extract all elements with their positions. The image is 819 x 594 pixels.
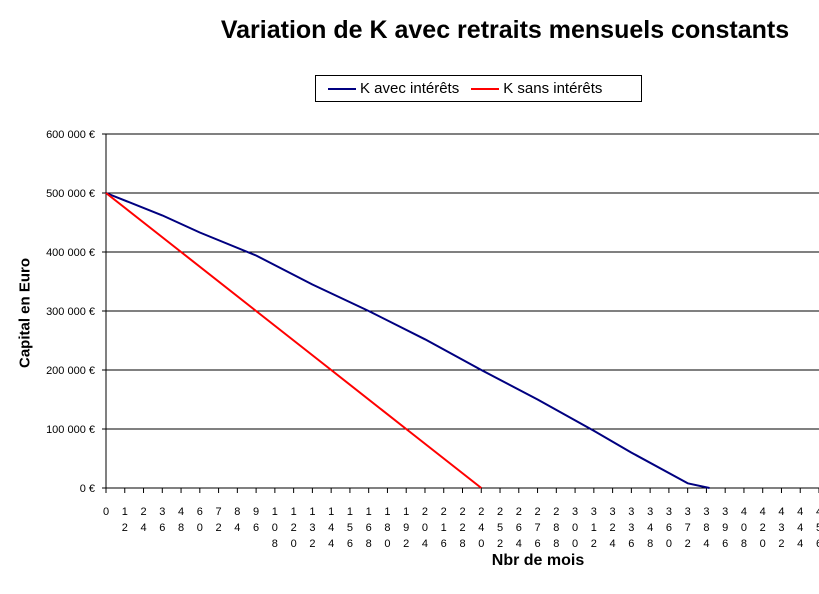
y-tick-label: 500 000 €	[46, 188, 95, 200]
y-tick-label: 200 000 €	[46, 365, 95, 377]
x-axis-label: Nbr de mois	[491, 552, 585, 569]
legend-swatch-sans	[471, 87, 500, 90]
legend-item-avec: K avec intérêts	[328, 80, 459, 97]
legend-label-avec: K avec intérêts	[360, 80, 460, 97]
y-tick-label: 100 000 €	[46, 424, 95, 436]
x-tick-label: 456	[816, 506, 819, 550]
legend: K avec intérêts K sans intérêts	[315, 75, 642, 102]
x-tick-label: 0	[103, 506, 109, 518]
series-line-avec-interets	[105, 192, 710, 489]
y-tick-label: 300 000 €	[46, 306, 95, 318]
legend-swatch-avec	[328, 87, 356, 90]
legend-label-sans: K sans intérêts	[503, 80, 603, 97]
y-tick-label: 600 000 €	[46, 129, 95, 141]
y-axis-label: Capital en Euro	[16, 257, 34, 369]
legend-item-sans: K sans intérêts	[471, 80, 602, 97]
chart-title: Variation de K avec retraits mensuels co…	[220, 16, 790, 44]
y-tick-label: 0 €	[80, 483, 95, 495]
series-line-sans-interets	[105, 192, 482, 489]
y-tick-label: 400 000 €	[46, 247, 95, 259]
